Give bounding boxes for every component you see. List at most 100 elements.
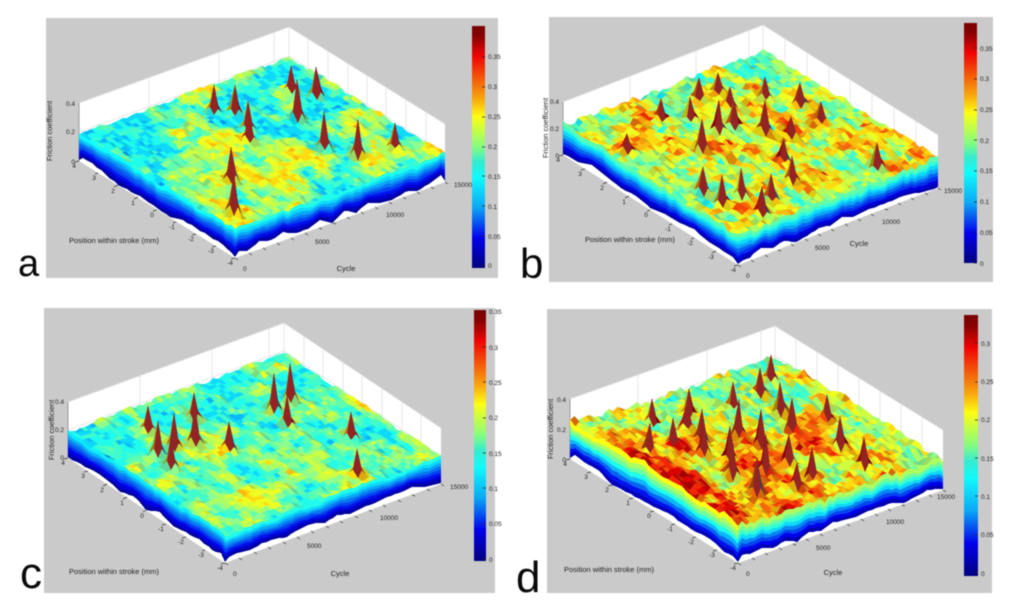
svg-text:Cycle: Cycle bbox=[824, 568, 843, 577]
svg-text:Friction coefficient: Friction coefficient bbox=[541, 97, 550, 158]
svg-text:-2: -2 bbox=[688, 539, 694, 546]
svg-text:0.15: 0.15 bbox=[980, 168, 993, 175]
svg-text:2: 2 bbox=[100, 487, 104, 494]
svg-text:-4: -4 bbox=[730, 565, 736, 572]
svg-text:0.35: 0.35 bbox=[980, 46, 993, 53]
svg-text:-3: -3 bbox=[709, 552, 715, 559]
svg-text:-3: -3 bbox=[198, 552, 204, 559]
svg-text:0: 0 bbox=[71, 159, 75, 166]
svg-text:1: 1 bbox=[622, 199, 626, 206]
svg-text:-1: -1 bbox=[158, 526, 164, 533]
svg-text:0.1: 0.1 bbox=[980, 199, 989, 206]
svg-text:0: 0 bbox=[243, 266, 247, 273]
svg-text:0.3: 0.3 bbox=[489, 345, 498, 352]
svg-text:b: b bbox=[520, 240, 543, 287]
svg-text:0.35: 0.35 bbox=[489, 309, 502, 316]
svg-text:Cycle: Cycle bbox=[337, 264, 356, 273]
svg-text:Position within stroke (mm): Position within stroke (mm) bbox=[69, 236, 160, 245]
svg-text:5000: 5000 bbox=[307, 543, 322, 550]
svg-text:0.1: 0.1 bbox=[488, 204, 497, 211]
svg-text:0: 0 bbox=[981, 571, 985, 578]
svg-text:1: 1 bbox=[120, 500, 124, 507]
svg-text:0.2: 0.2 bbox=[980, 138, 989, 145]
svg-text:10000: 10000 bbox=[380, 515, 398, 522]
svg-text:2: 2 bbox=[605, 487, 609, 494]
svg-text:4: 4 bbox=[563, 461, 567, 468]
svg-text:1: 1 bbox=[131, 200, 135, 207]
svg-text:0.4: 0.4 bbox=[557, 397, 566, 404]
svg-text:0.1: 0.1 bbox=[489, 486, 498, 493]
svg-text:0.05: 0.05 bbox=[488, 234, 501, 241]
svg-text:0.05: 0.05 bbox=[489, 521, 502, 528]
svg-text:3: 3 bbox=[92, 175, 96, 182]
svg-text:0: 0 bbox=[489, 557, 493, 564]
svg-text:0.3: 0.3 bbox=[488, 84, 497, 91]
svg-text:0.2: 0.2 bbox=[550, 126, 559, 133]
svg-text:15000: 15000 bbox=[454, 182, 472, 189]
svg-text:0: 0 bbox=[233, 571, 237, 578]
svg-text:0: 0 bbox=[562, 457, 566, 464]
svg-text:4: 4 bbox=[556, 157, 560, 164]
svg-text:a: a bbox=[18, 243, 40, 285]
svg-text:0.2: 0.2 bbox=[66, 129, 75, 136]
svg-text:0: 0 bbox=[150, 212, 154, 219]
svg-text:0.15: 0.15 bbox=[489, 451, 502, 458]
svg-text:3: 3 bbox=[81, 473, 85, 480]
svg-text:0.25: 0.25 bbox=[980, 107, 993, 114]
svg-text:5000: 5000 bbox=[816, 545, 831, 552]
svg-text:Friction coefficient: Friction coefficient bbox=[45, 100, 54, 161]
svg-text:0: 0 bbox=[647, 513, 651, 520]
svg-text:0: 0 bbox=[555, 153, 559, 160]
svg-text:Cycle: Cycle bbox=[331, 569, 350, 578]
svg-text:0.4: 0.4 bbox=[550, 99, 559, 106]
svg-text:0.4: 0.4 bbox=[66, 101, 75, 108]
svg-text:1: 1 bbox=[626, 500, 630, 507]
svg-text:0.3: 0.3 bbox=[981, 341, 990, 348]
svg-text:d: d bbox=[516, 553, 540, 602]
svg-text:Cycle: Cycle bbox=[850, 239, 869, 248]
svg-text:2: 2 bbox=[600, 185, 604, 192]
svg-text:0: 0 bbox=[140, 513, 144, 520]
svg-text:Position within stroke (mm): Position within stroke (mm) bbox=[585, 235, 676, 244]
svg-text:Position within stroke (mm): Position within stroke (mm) bbox=[69, 567, 160, 576]
svg-text:0: 0 bbox=[746, 571, 750, 578]
svg-text:-1: -1 bbox=[169, 224, 175, 231]
svg-text:0.25: 0.25 bbox=[489, 380, 502, 387]
svg-text:0: 0 bbox=[746, 273, 750, 280]
svg-text:0.05: 0.05 bbox=[981, 532, 994, 539]
svg-text:-4: -4 bbox=[227, 260, 233, 267]
svg-text:10000: 10000 bbox=[386, 212, 404, 219]
svg-text:-2: -2 bbox=[188, 236, 194, 243]
svg-text:5000: 5000 bbox=[315, 239, 330, 246]
svg-text:c: c bbox=[20, 549, 42, 598]
svg-text:0.2: 0.2 bbox=[55, 427, 64, 434]
svg-text:10000: 10000 bbox=[882, 219, 900, 226]
svg-text:0.4: 0.4 bbox=[55, 399, 64, 406]
svg-text:0.3: 0.3 bbox=[980, 76, 989, 83]
svg-text:-1: -1 bbox=[667, 526, 673, 533]
svg-text:15000: 15000 bbox=[944, 188, 962, 195]
svg-text:-2: -2 bbox=[687, 240, 693, 247]
svg-text:2: 2 bbox=[111, 188, 115, 195]
svg-text:0.2: 0.2 bbox=[489, 415, 498, 422]
svg-text:-2: -2 bbox=[178, 539, 184, 546]
svg-text:-4: -4 bbox=[730, 267, 736, 274]
svg-text:0: 0 bbox=[488, 263, 492, 270]
svg-text:-4: -4 bbox=[217, 565, 223, 572]
svg-text:-1: -1 bbox=[665, 226, 671, 233]
svg-text:-3: -3 bbox=[208, 248, 214, 255]
svg-text:0: 0 bbox=[980, 261, 984, 268]
svg-text:4: 4 bbox=[72, 163, 76, 170]
svg-text:3: 3 bbox=[584, 474, 588, 481]
svg-text:Friction coefficient: Friction coefficient bbox=[546, 398, 555, 459]
svg-text:0.2: 0.2 bbox=[557, 427, 566, 434]
svg-text:0.05: 0.05 bbox=[980, 230, 993, 237]
svg-text:3: 3 bbox=[578, 171, 582, 178]
svg-text:0.2: 0.2 bbox=[981, 417, 990, 424]
svg-text:Position within stroke (mm): Position within stroke (mm) bbox=[564, 565, 655, 574]
svg-text:10000: 10000 bbox=[886, 519, 904, 526]
svg-text:0: 0 bbox=[60, 455, 64, 462]
svg-text:4: 4 bbox=[61, 460, 65, 467]
svg-text:0.2: 0.2 bbox=[488, 144, 497, 151]
svg-text:0.1: 0.1 bbox=[981, 494, 990, 501]
